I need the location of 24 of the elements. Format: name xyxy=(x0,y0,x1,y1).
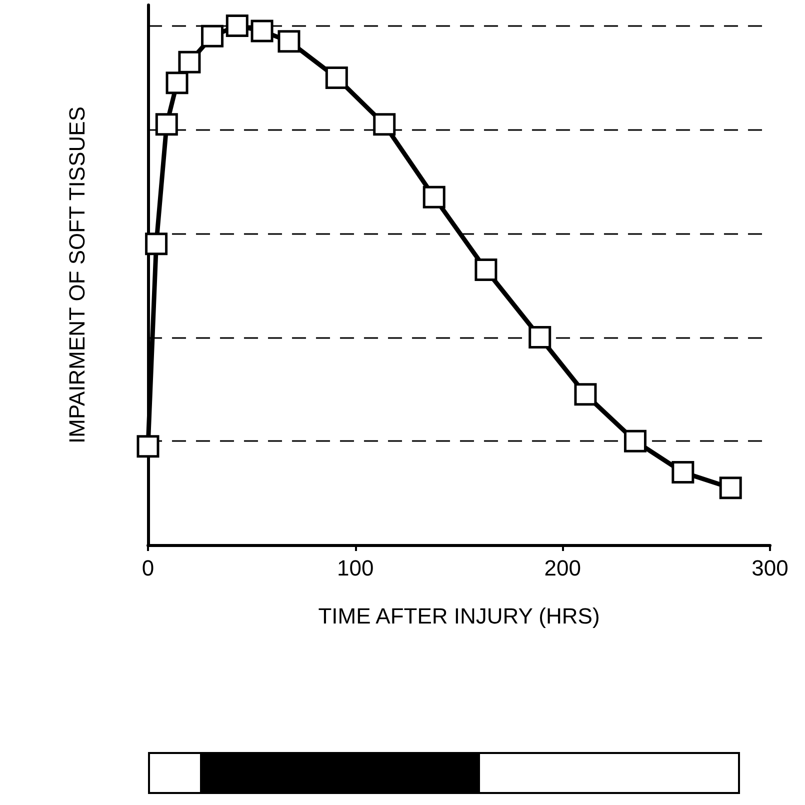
point xyxy=(278,30,300,53)
x-tick-label: 300 xyxy=(752,556,788,580)
x-tick-label: 100 xyxy=(336,556,374,580)
point xyxy=(178,50,201,74)
point xyxy=(250,20,274,42)
point xyxy=(373,113,396,136)
x-axis-title: TIME AFTER INJURY (HRS) xyxy=(318,604,600,628)
point xyxy=(325,66,348,89)
point xyxy=(136,435,160,458)
x-tick-label: 200 xyxy=(544,556,582,580)
point xyxy=(201,24,224,48)
x-tick-label: 0 xyxy=(142,556,154,580)
point xyxy=(166,72,188,94)
point xyxy=(672,461,694,484)
point xyxy=(624,430,646,452)
point xyxy=(422,186,446,208)
point xyxy=(474,258,498,282)
y-axis-title: IMPAIRMENT OF SOFT TISSUES xyxy=(64,106,90,444)
point xyxy=(574,383,597,406)
point xyxy=(719,476,742,500)
point xyxy=(155,113,178,136)
point xyxy=(145,232,168,256)
point xyxy=(528,326,552,349)
point xyxy=(226,14,248,38)
